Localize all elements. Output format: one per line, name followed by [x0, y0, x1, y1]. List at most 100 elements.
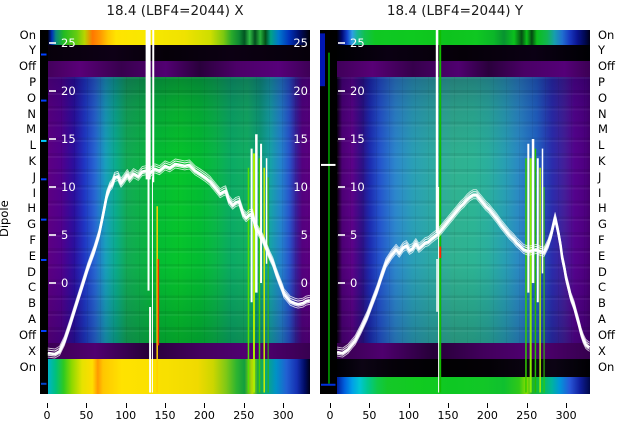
beam-trace — [336, 193, 590, 355]
row-label-right-on-21: On — [598, 359, 615, 374]
x-tick-mark — [283, 403, 285, 408]
x-tick-label: 50 — [79, 409, 94, 422]
y-tick-label-right: 0 — [301, 276, 308, 290]
row-label-right-off-19: Off — [598, 327, 615, 342]
x-tick-label: 200 — [193, 409, 215, 422]
dipole-state-strip — [40, 30, 48, 394]
row-label-left-e-14: E — [28, 248, 36, 263]
heatmap-panel-y: 25 20 15 10 5 0 — [320, 30, 590, 394]
y-tick-label-right: 5 — [301, 228, 308, 242]
strip-block — [320, 33, 325, 87]
beam-trace — [47, 162, 310, 356]
heatmap-band-off-top — [337, 61, 590, 77]
y-tick-label: 25 — [61, 36, 76, 50]
beam-trace — [47, 158, 310, 350]
row-label-left-n-5: N — [27, 106, 36, 121]
x-tick-mark — [204, 403, 206, 408]
row-label-right-c-16: C — [598, 280, 607, 295]
x-tick-label: 0 — [326, 409, 334, 422]
x-tick-mark — [47, 403, 48, 408]
row-label-left-a-18: A — [28, 312, 36, 327]
x-tick-label: 200 — [476, 409, 498, 422]
row-label-right-i-10: I — [598, 185, 602, 200]
heatmap-panel-x: 25 25 20 20 15 15 10 10 5 5 0 0 — [40, 30, 310, 394]
x-tick-mark — [487, 403, 489, 408]
heatmap-band-off-bottom — [48, 343, 310, 359]
row-label-right-l-7: L — [598, 138, 605, 153]
y-tick-label: 5 — [350, 228, 357, 242]
x-tick-label: 250 — [516, 409, 538, 422]
heatmap-band-x-bottom — [337, 359, 590, 377]
y-tick-label-right: 10 — [293, 180, 308, 194]
heatmap-band-main — [337, 77, 590, 343]
x-tick-label: 0 — [43, 409, 51, 422]
row-label-left-o-4: O — [26, 90, 36, 105]
row-label-left-on-0: On — [19, 27, 36, 42]
row-label-left-h-11: H — [27, 201, 36, 216]
y-tick-label: 20 — [61, 84, 76, 98]
x-tick-mark — [243, 403, 245, 408]
row-label-left-i-10: I — [32, 185, 36, 200]
x-tick-label: 300 — [272, 409, 294, 422]
y-tick-label: 0 — [61, 276, 68, 290]
y-tick-label: 5 — [61, 228, 68, 242]
row-label-right-f-13: F — [598, 233, 605, 248]
row-label-right-e-14: E — [598, 248, 606, 263]
x-tick-label: 150 — [154, 409, 176, 422]
row-label-left-on-21: On — [19, 359, 36, 374]
row-label-right-b-17: B — [598, 296, 606, 311]
x-tick-mark — [369, 403, 371, 408]
heatmap-band-y — [48, 45, 310, 61]
y-tick-label-right: 15 — [293, 132, 308, 146]
row-label-left-g-12: G — [27, 217, 36, 232]
x-tick-mark — [330, 403, 331, 408]
row-label-right-k-8: K — [598, 153, 606, 168]
row-label-left-f-13: F — [29, 233, 36, 248]
row-label-right-d-15: D — [598, 264, 607, 279]
y-tick-label: 10 — [61, 180, 76, 194]
x-tick-label: 50 — [362, 409, 377, 422]
row-label-right-n-5: N — [598, 106, 607, 121]
overlay-svg: 25 20 15 10 5 0 — [320, 30, 590, 393]
row-label-left-c-16: C — [27, 280, 36, 295]
x-tick-mark — [566, 403, 568, 408]
x-tick-label: 150 — [437, 409, 459, 422]
row-label-left-off-2: Off — [19, 59, 36, 74]
row-labels-left: On Y Off P O N M L K J I H G F E D C B A Off X On — [0, 0, 38, 440]
heatmap-band-off-bottom — [337, 343, 590, 359]
row-label-left-b-17: B — [28, 296, 36, 311]
heatmap-band-on-top — [48, 30, 310, 45]
panel-y-title: 18.4 (LBF4=2044) Y — [386, 3, 524, 19]
row-label-left-d-15: D — [27, 264, 36, 279]
row-label-left-k-8: K — [28, 153, 36, 168]
row-label-right-g-12: G — [598, 217, 607, 232]
x-tick-mark — [165, 403, 167, 408]
heatmap-band-y — [337, 45, 590, 61]
beam-trace — [47, 167, 310, 359]
x-tick-mark — [526, 403, 528, 408]
y-tick-label: 15 — [350, 132, 365, 146]
row-labels-right: On Y Off P O N M L K J I H G F E D C B A Off X On — [597, 0, 639, 440]
row-label-right-a-18: A — [598, 312, 606, 327]
heatmap-band-on-bottom — [337, 377, 590, 394]
row-label-right-j-9: J — [598, 169, 602, 184]
row-label-left-j-9: J — [32, 169, 36, 184]
x-tick-mark — [125, 403, 127, 408]
row-label-right-m-6: M — [598, 122, 608, 137]
heatmap-band-off-top — [48, 61, 310, 77]
y-tick-label: 25 — [350, 36, 365, 50]
row-label-left-y-1: Y — [28, 43, 36, 58]
row-label-right-x-20: X — [598, 343, 606, 358]
row-label-left-m-6: M — [26, 122, 36, 137]
x-tick-label: 100 — [398, 409, 420, 422]
row-label-right-off-2: Off — [598, 59, 615, 74]
y-tick-label: 20 — [350, 84, 365, 98]
y-tick-label: 10 — [350, 180, 365, 194]
beam-trace — [337, 191, 590, 351]
row-label-left-l-7: L — [29, 138, 36, 153]
y-tick-label: 15 — [61, 132, 76, 146]
beam-trace — [337, 198, 590, 358]
beam-trace — [337, 189, 590, 349]
y-tick-label: 0 — [350, 276, 357, 290]
